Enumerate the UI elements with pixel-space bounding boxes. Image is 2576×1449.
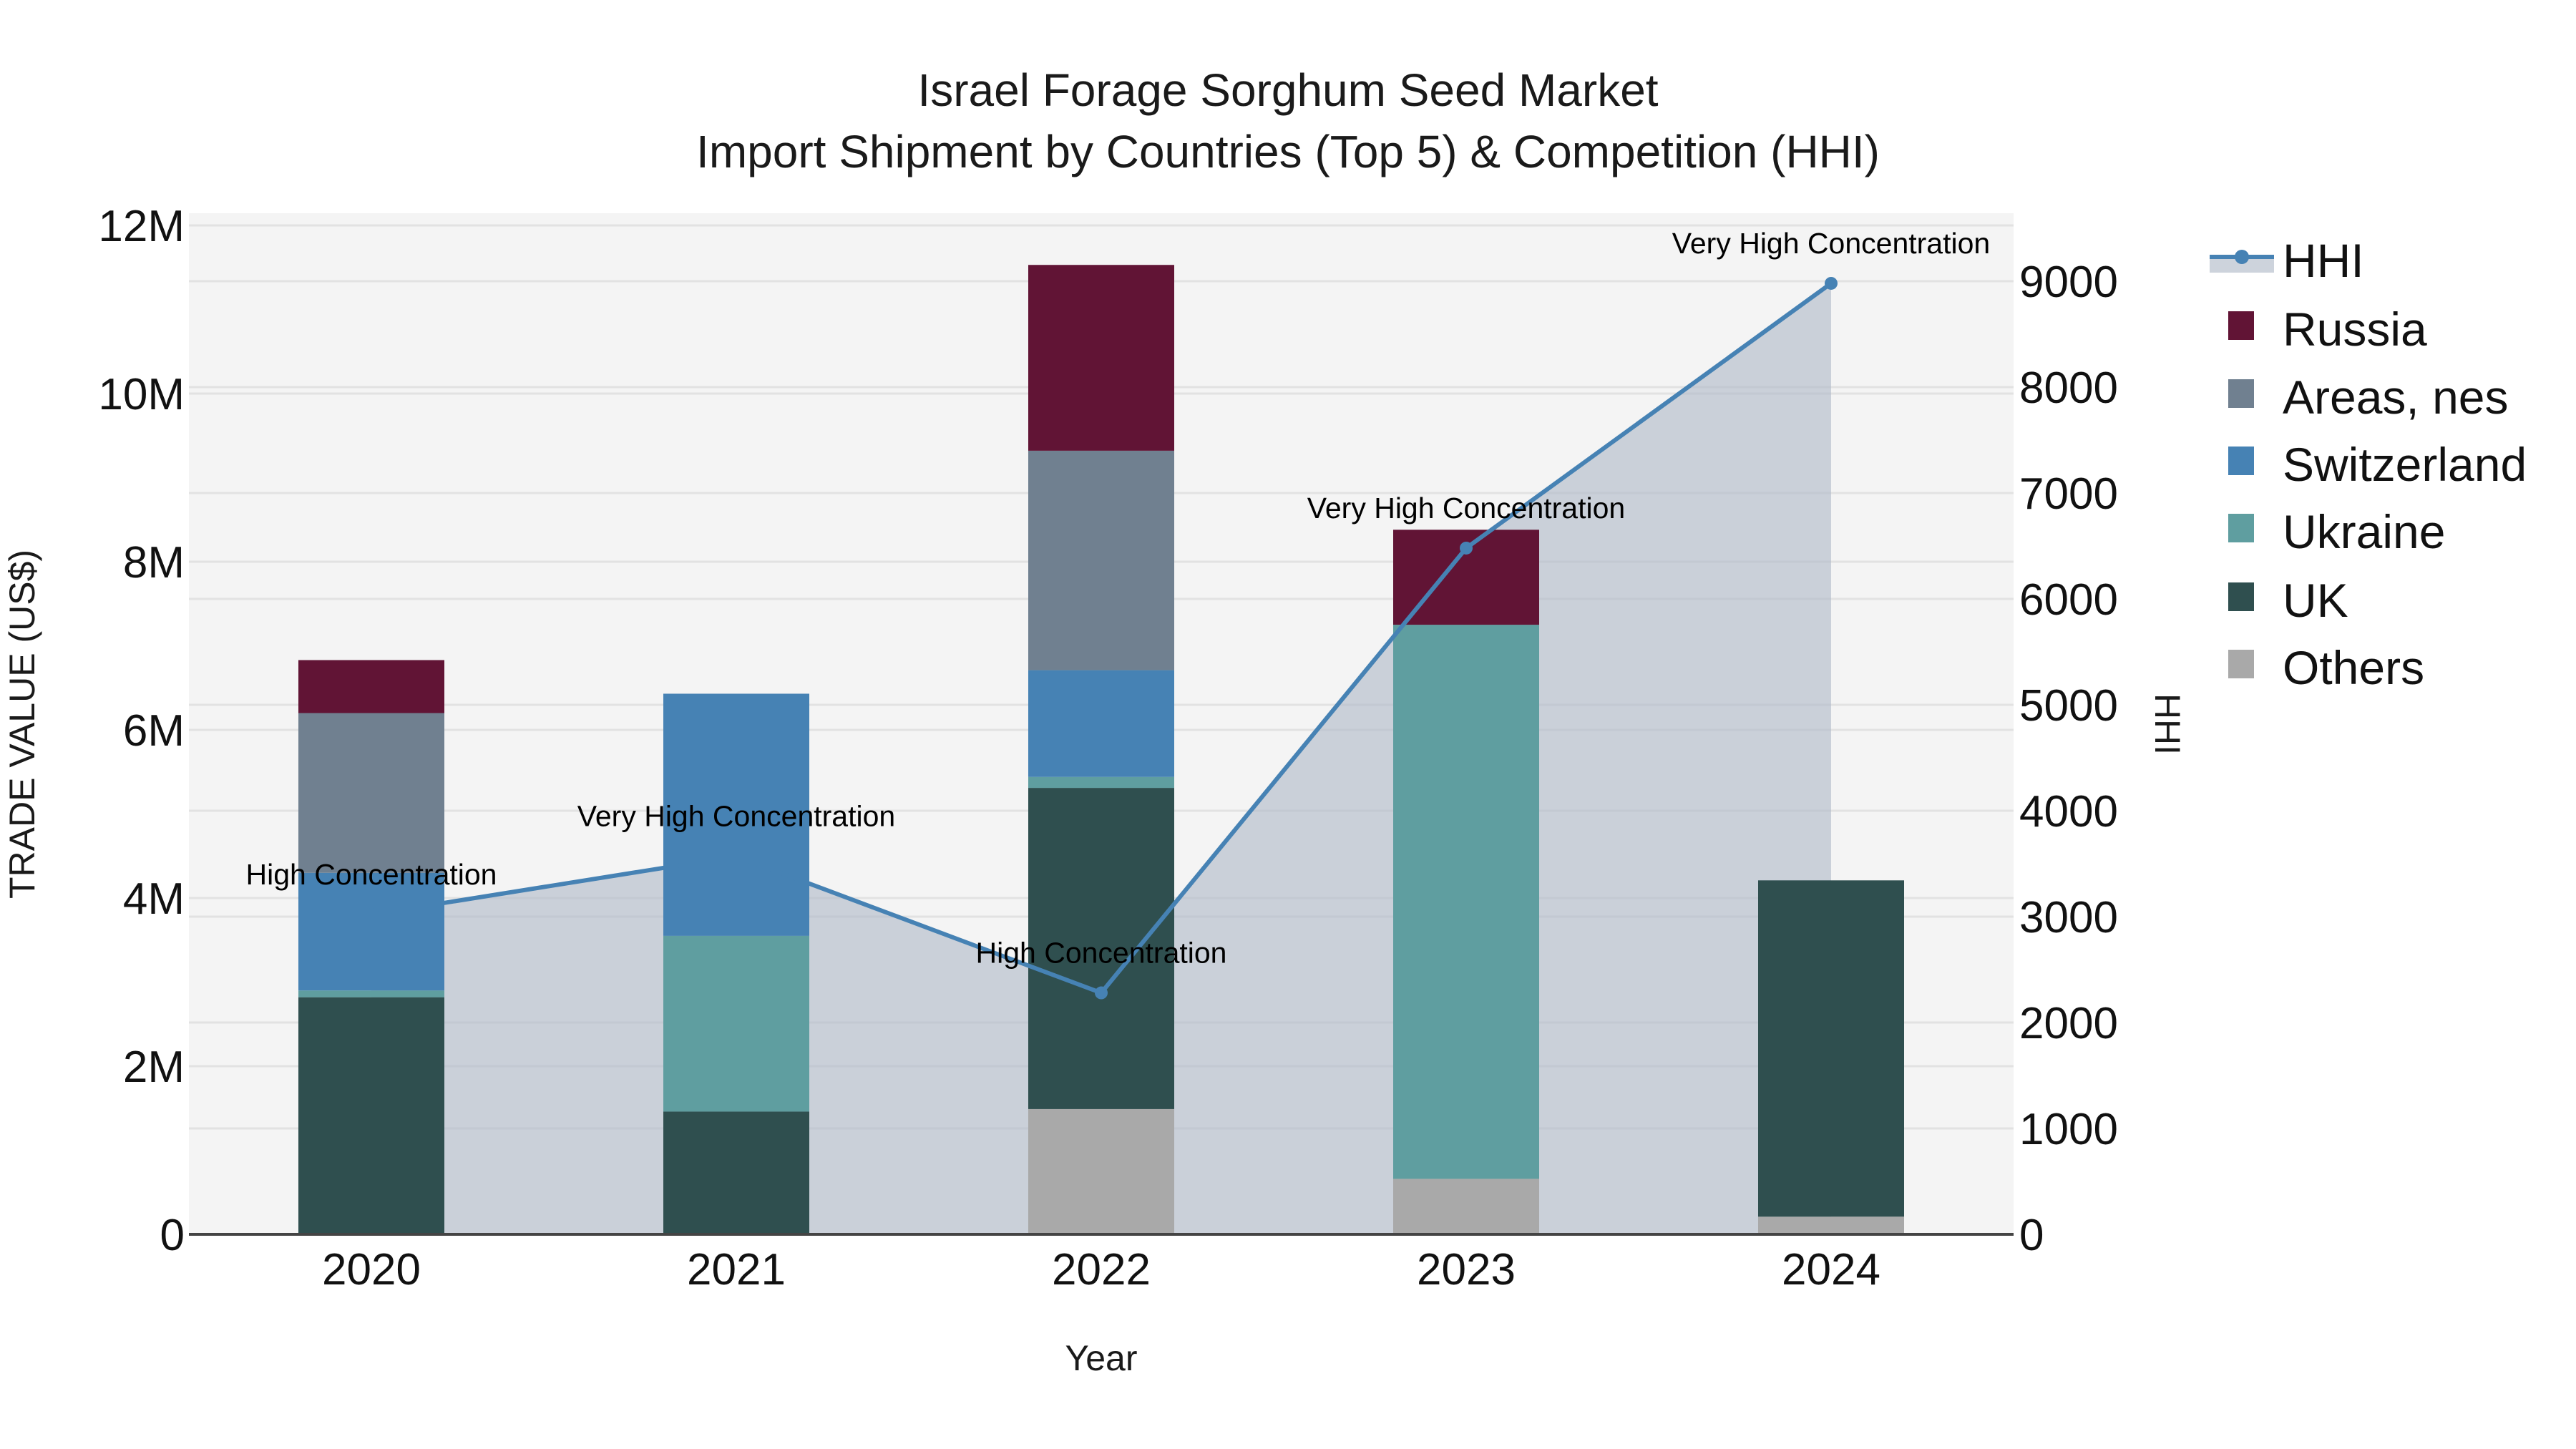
legend-item-ukraine[interactable]: Ukraine bbox=[2228, 505, 2445, 558]
y-axis-right-title: HHI bbox=[2147, 693, 2187, 755]
bar-segment-ukraine-2022[interactable] bbox=[1028, 776, 1174, 789]
y-left-tick: 4M bbox=[123, 874, 185, 924]
legend-swatch-icon bbox=[2228, 447, 2254, 475]
y-left-tick: 8M bbox=[123, 538, 185, 587]
hhi-annotation-2022: High Concentration bbox=[976, 937, 1227, 970]
y-axis-left-title: TRADE VALUE (US$) bbox=[2, 550, 42, 899]
legend-label: Areas, nes bbox=[2283, 371, 2509, 424]
hhi-point-2023[interactable] bbox=[1460, 541, 1473, 555]
y-right-tick: 8000 bbox=[2019, 364, 2118, 413]
bar-segment-russia-2020[interactable] bbox=[298, 660, 444, 713]
bar-segment-uk-2021[interactable] bbox=[663, 1111, 809, 1234]
legend-swatch-icon bbox=[2228, 311, 2254, 340]
legend-swatch-icon bbox=[2228, 650, 2254, 678]
y-left-tick: 10M bbox=[98, 370, 185, 419]
legend-item-russia[interactable]: Russia bbox=[2228, 303, 2427, 356]
legend-label: UK bbox=[2283, 574, 2348, 627]
x-tick-2022: 2022 bbox=[1052, 1245, 1151, 1294]
y-right-tick: 3000 bbox=[2019, 893, 2118, 942]
legend-item-areas-nes[interactable]: Areas, nes bbox=[2228, 371, 2509, 424]
y-right-tick: 4000 bbox=[2019, 787, 2118, 836]
hhi-point-2024[interactable] bbox=[1825, 276, 1838, 290]
legend-label: Ukraine bbox=[2283, 505, 2445, 558]
legend-item-uk[interactable]: UK bbox=[2228, 574, 2348, 627]
y-left-tick: 6M bbox=[123, 706, 185, 756]
stacked-bars bbox=[298, 265, 1904, 1234]
hhi-legend-marker-icon bbox=[2235, 250, 2249, 264]
y-left-tick: 12M bbox=[98, 202, 185, 251]
y-left-tick: 0 bbox=[160, 1211, 185, 1260]
bar-segment-others-2022[interactable] bbox=[1028, 1108, 1174, 1234]
chart-title-line1: Israel Forage Sorghum Seed Market bbox=[917, 64, 1658, 116]
bar-segment-ukraine-2023[interactable] bbox=[1393, 625, 1539, 1179]
bar-segment-areas-nes-2022[interactable] bbox=[1028, 450, 1174, 670]
hhi-annotation-2021: Very High Concentration bbox=[577, 800, 895, 833]
legend-swatch-icon bbox=[2228, 379, 2254, 408]
x-axis-title: Year bbox=[1065, 1338, 1137, 1378]
legend: HHI Russia Areas, nes Switzerland Ukraine UK O… bbox=[2210, 234, 2527, 694]
hhi-point-2022[interactable] bbox=[1095, 986, 1108, 1000]
bar-segment-ukraine-2021[interactable] bbox=[663, 935, 809, 1112]
hhi-legend-fill-icon bbox=[2210, 257, 2274, 273]
hhi-point-2021[interactable] bbox=[730, 849, 743, 863]
bar-segment-ukraine-2020[interactable] bbox=[298, 990, 444, 997]
y-left-tick: 2M bbox=[123, 1043, 185, 1092]
legend-label: HHI bbox=[2283, 234, 2364, 287]
bar-segment-switzerland-2021[interactable] bbox=[663, 693, 809, 936]
hhi-annotation-2024: Very High Concentration bbox=[1672, 227, 1990, 260]
bar-segment-switzerland-2020[interactable] bbox=[298, 872, 444, 991]
legend-label: Switzerland bbox=[2283, 438, 2527, 491]
x-tick-2024: 2024 bbox=[1782, 1245, 1880, 1294]
x-tick-2020: 2020 bbox=[322, 1245, 421, 1294]
bar-segment-uk-2020[interactable] bbox=[298, 997, 444, 1234]
hhi-annotation-2020: High Concentration bbox=[246, 858, 497, 891]
legend-label: Others bbox=[2283, 641, 2424, 694]
hhi-line bbox=[365, 276, 1838, 1000]
bar-segment-switzerland-2022[interactable] bbox=[1028, 670, 1174, 777]
hhi-annotations: High Concentration Very High Concentratio… bbox=[246, 227, 1991, 970]
x-axis-ticks: 2020 2021 2022 2023 2024 bbox=[322, 1245, 1880, 1294]
y-right-tick: 0 bbox=[2019, 1211, 2044, 1260]
hhi-point-2020[interactable] bbox=[365, 908, 378, 922]
legend-label: Russia bbox=[2283, 303, 2427, 356]
y-axis-right-ticks: 0 1000 2000 3000 4000 5000 6000 7000 8000 9000 bbox=[2019, 258, 2118, 1260]
bar-segment-russia-2022[interactable] bbox=[1028, 265, 1174, 451]
legend-item-switzerland[interactable]: Switzerland bbox=[2228, 438, 2527, 491]
y-right-tick: 6000 bbox=[2019, 575, 2118, 625]
bar-segment-uk-2022[interactable] bbox=[1028, 788, 1174, 1109]
bar-segment-others-2023[interactable] bbox=[1393, 1179, 1539, 1234]
bar-segment-uk-2024[interactable] bbox=[1758, 880, 1904, 1217]
y-right-tick: 7000 bbox=[2019, 469, 2118, 519]
bar-segment-others-2024[interactable] bbox=[1758, 1216, 1904, 1234]
legend-swatch-icon bbox=[2228, 514, 2254, 542]
x-tick-2023: 2023 bbox=[1417, 1245, 1516, 1294]
legend-item-others[interactable]: Others bbox=[2228, 641, 2424, 694]
bar-segment-areas-nes-2020[interactable] bbox=[298, 713, 444, 873]
legend-item-hhi[interactable]: HHI bbox=[2210, 234, 2364, 287]
legend-swatch-icon bbox=[2228, 582, 2254, 611]
y-right-tick: 5000 bbox=[2019, 681, 2118, 731]
y-right-tick: 9000 bbox=[2019, 258, 2118, 307]
y-axis-left-ticks: 0 2M 4M 6M 8M 10M 12M bbox=[98, 202, 185, 1260]
chart-title-line2: Import Shipment by Countries (Top 5) & C… bbox=[696, 126, 1880, 177]
hhi-annotation-2023: Very High Concentration bbox=[1307, 492, 1625, 525]
y-right-tick: 1000 bbox=[2019, 1105, 2118, 1154]
x-tick-2021: 2021 bbox=[687, 1245, 786, 1294]
y-right-tick: 2000 bbox=[2019, 999, 2118, 1048]
